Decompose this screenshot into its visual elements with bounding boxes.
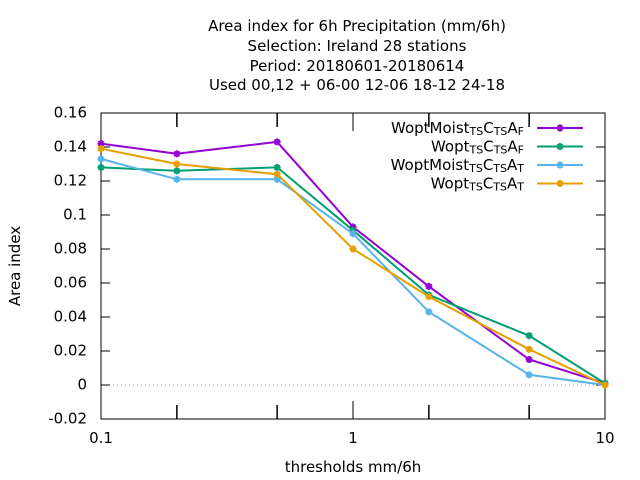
data-point <box>601 381 609 389</box>
point-mark <box>525 356 533 363</box>
data-point <box>97 145 105 153</box>
title-line-2: Selection: Ireland 28 stations <box>248 37 467 55</box>
point-mark <box>601 381 609 389</box>
data-point <box>349 245 357 253</box>
chart-title: Area index for 6h Precipitation (mm/6h) … <box>208 17 506 94</box>
point-mark <box>425 308 433 316</box>
point-mark <box>97 155 105 163</box>
point-mark <box>273 138 281 146</box>
data-point <box>525 332 533 340</box>
y-tick-label: 0 <box>77 376 87 394</box>
data-point <box>97 163 105 171</box>
point-mark <box>349 245 357 253</box>
data-point <box>173 175 181 183</box>
legend-label: WoptTSCTSAF <box>431 137 524 157</box>
data-point <box>273 163 281 171</box>
series-3 <box>97 155 609 389</box>
y-tick-label: 0.06 <box>54 274 87 292</box>
x-tick-label: 10 <box>595 429 614 447</box>
point-mark <box>97 145 105 152</box>
plot-area <box>97 138 609 389</box>
y-tick-label: 0.12 <box>54 172 87 190</box>
legend-entry-3: WoptMoistTSCTSAT <box>391 156 583 176</box>
data-point <box>97 155 105 163</box>
data-point <box>425 308 433 316</box>
point-mark <box>273 164 281 171</box>
legend: WoptMoistTSCTSAFWoptTSCTSAFWoptMoistTSCT… <box>391 119 583 194</box>
point-mark <box>349 230 357 237</box>
y-tick-label: 0.14 <box>54 138 87 156</box>
y-tick-label: 0.08 <box>54 240 87 258</box>
point-mark <box>525 346 533 353</box>
data-point <box>273 170 281 178</box>
point-mark <box>173 160 181 168</box>
legend-label: WoptMoistTSCTSAT <box>391 156 525 176</box>
data-point <box>173 167 181 175</box>
point-mark <box>273 176 281 183</box>
axes: -0.02 0 0.02 0.04 0.06 0.08 0.1 0.12 0.14 0.16 0.1… <box>48 104 614 448</box>
y-tick-label: 0.04 <box>54 308 87 326</box>
point-mark <box>173 167 181 175</box>
x-tick-label: 1 <box>348 429 358 447</box>
x-tick-label: 0.1 <box>89 429 113 447</box>
legend-entry-2: WoptTSCTSAF <box>431 137 583 157</box>
legend-marker <box>556 161 564 169</box>
data-point <box>173 160 181 168</box>
x-axis-label: thresholds mm/6h <box>285 458 422 476</box>
legend-entry-1: WoptMoistTSCTSAF <box>391 119 583 139</box>
point-mark <box>97 164 105 171</box>
y-tick-label: 0.1 <box>63 206 87 224</box>
title-line-3: Period: 20180601-20180614 <box>250 57 465 75</box>
y-tick-label: -0.02 <box>48 410 87 428</box>
data-point <box>525 356 533 363</box>
y-axis-label: Area index <box>6 226 24 306</box>
point-mark <box>425 293 433 300</box>
series-4 <box>97 145 609 389</box>
point-mark <box>173 176 181 183</box>
point-mark <box>525 371 533 379</box>
data-point <box>425 282 433 290</box>
legend-label: WoptTSCTSAT <box>431 174 525 194</box>
data-point <box>173 150 181 158</box>
point-mark <box>425 283 433 290</box>
legend-label: WoptMoistTSCTSAF <box>391 119 524 139</box>
point-mark <box>97 140 105 147</box>
title-line-4: Used 00,12 + 06-00 12-06 18-12 24-18 <box>209 76 505 94</box>
legend-marker <box>556 143 564 150</box>
point-mark <box>173 150 181 158</box>
legend-entry-4: WoptTSCTSAT <box>431 174 583 194</box>
data-point <box>525 345 533 353</box>
data-point <box>525 371 533 379</box>
y-tick-label: 0.16 <box>54 104 87 122</box>
title-line-1: Area index for 6h Precipitation (mm/6h) <box>208 17 506 35</box>
legend-marker <box>556 124 564 132</box>
data-point <box>425 293 433 301</box>
legend-marker <box>556 180 564 187</box>
series-2 <box>97 163 609 387</box>
point-mark <box>273 170 281 178</box>
data-point <box>273 138 281 146</box>
data-point <box>349 230 357 238</box>
y-tick-label: 0.02 <box>54 342 87 360</box>
point-mark <box>525 332 533 339</box>
